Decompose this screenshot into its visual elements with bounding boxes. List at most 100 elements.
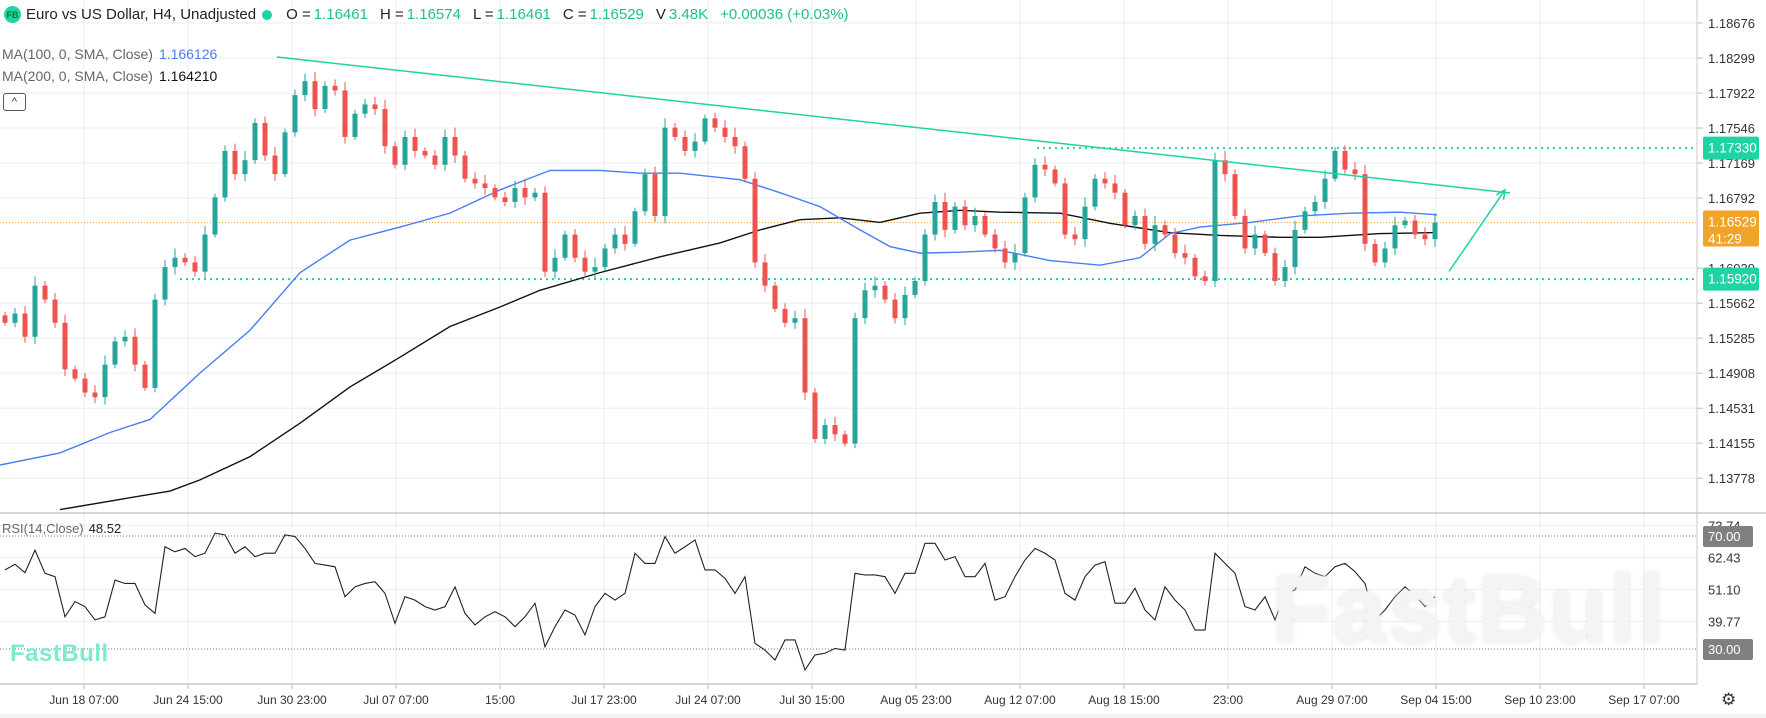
candle-up — [402, 136, 408, 165]
candle-up — [442, 136, 448, 165]
candle-down — [332, 85, 338, 91]
time-tick-label: Jul 24 07:00 — [675, 693, 741, 707]
candle-down — [762, 262, 768, 286]
market-status-dot — [262, 9, 273, 20]
candle-down — [1192, 257, 1198, 277]
price-tick-label: 1.13778 — [1708, 471, 1755, 486]
candle-down — [1412, 220, 1418, 235]
gear-icon[interactable]: ⚙ — [1721, 690, 1737, 709]
ma100-line — [0, 169, 1438, 466]
candle-down — [1112, 183, 1118, 193]
candle-down — [392, 146, 398, 165]
candle-up — [922, 234, 928, 281]
candle-up — [202, 234, 208, 272]
candle-down — [582, 257, 588, 272]
price-tick-label: 1.17922 — [1708, 86, 1755, 101]
candle-down — [622, 234, 628, 244]
candle-down — [262, 123, 268, 156]
candle-up — [302, 81, 308, 96]
candle-up — [252, 123, 258, 161]
candle-up — [1292, 229, 1298, 268]
candle-down — [522, 188, 528, 198]
candle-up — [612, 234, 618, 249]
candle-down — [982, 215, 988, 235]
rsi-value: 48.52 — [88, 521, 122, 536]
resistance-price-badge — [1703, 136, 1759, 160]
price-tick-label: 1.14155 — [1708, 436, 1755, 451]
open-label: O = — [286, 6, 311, 23]
candle-down — [1182, 253, 1188, 258]
candle-down — [722, 127, 728, 137]
candle-up — [1392, 225, 1398, 249]
candle-down — [1422, 234, 1428, 240]
open-value: 1.16461 — [313, 6, 368, 23]
candle-up — [352, 113, 358, 137]
candle-up — [292, 95, 298, 133]
candle-down — [1352, 169, 1358, 175]
price-tick-label: 1.17169 — [1708, 156, 1755, 171]
candle-down — [1042, 164, 1048, 170]
candle-down — [1062, 183, 1068, 235]
candle-up — [602, 248, 608, 268]
time-tick-label: Aug 12 07:00 — [984, 693, 1056, 707]
candle-down — [382, 109, 388, 147]
candle-down — [962, 206, 968, 226]
time-tick-label: Aug 05 23:00 — [880, 693, 952, 707]
candle-down — [62, 322, 68, 370]
candle-up — [692, 141, 698, 151]
ma200-legend[interactable]: MA(200, 0, SMA, Close) 1.164210 — [2, 68, 217, 84]
candle-up — [162, 267, 168, 300]
candle-down — [832, 425, 838, 435]
candle-down — [892, 299, 898, 319]
candle-down — [842, 434, 848, 444]
candle-down — [752, 178, 758, 263]
rsi-line — [4, 532, 1436, 672]
ma200-value: 1.164210 — [158, 68, 218, 84]
candle-down — [732, 136, 738, 147]
time-tick-label: 23:00 — [1213, 693, 1243, 707]
candle-down — [1232, 174, 1238, 216]
collapse-indicators-button[interactable]: ^ — [3, 93, 26, 111]
candle-up — [122, 336, 128, 342]
candle-down — [452, 136, 458, 156]
rsi-70-text: 70.00 — [1708, 529, 1741, 544]
rsi-legend[interactable]: RSI(14,Close) 48.52 — [2, 521, 121, 536]
time-tick-label: Sep 04 15:00 — [1400, 693, 1472, 707]
time-tick-label: Jun 30 23:00 — [257, 693, 327, 707]
candle-down — [942, 201, 948, 230]
candle-down — [1272, 253, 1278, 281]
candle-down — [1222, 160, 1228, 175]
candle-down — [342, 90, 348, 137]
chart-header: FB Euro vs US Dollar, H4, Unadjusted O =… — [4, 6, 861, 23]
candle-down — [192, 262, 198, 272]
candle-down — [42, 285, 48, 300]
candle-up — [642, 174, 648, 212]
candle-up — [562, 234, 568, 258]
candle-down — [2, 315, 8, 323]
price-tick-label: 1.15662 — [1708, 296, 1755, 311]
rsi-70-badge — [1703, 526, 1753, 547]
candle-down — [492, 188, 498, 198]
candle-up — [1282, 267, 1288, 281]
ma100-legend[interactable]: MA(100, 0, SMA, Close) 1.166126 — [2, 46, 217, 62]
candle-down — [882, 285, 888, 300]
candle-up — [1022, 197, 1028, 254]
candle-up — [872, 285, 878, 291]
time-tick-label: Sep 10 23:00 — [1504, 693, 1576, 707]
candle-up — [362, 104, 368, 114]
candle-up — [152, 299, 158, 388]
candle-down — [1172, 234, 1178, 254]
arrow-drawing[interactable] — [1448, 189, 1506, 272]
candle-down — [1142, 215, 1148, 244]
candle-up — [822, 425, 828, 439]
candle-down — [742, 146, 748, 179]
time-tick-label: 15:00 — [485, 693, 515, 707]
time-tick-label: Sep 17 07:00 — [1608, 693, 1680, 707]
candle-up — [662, 127, 668, 216]
candle-up — [322, 85, 328, 110]
candle-down — [1162, 225, 1168, 235]
trendline[interactable] — [276, 56, 1511, 194]
candle-up — [972, 215, 978, 226]
time-tick-label: Jul 30 15:00 — [779, 693, 845, 707]
